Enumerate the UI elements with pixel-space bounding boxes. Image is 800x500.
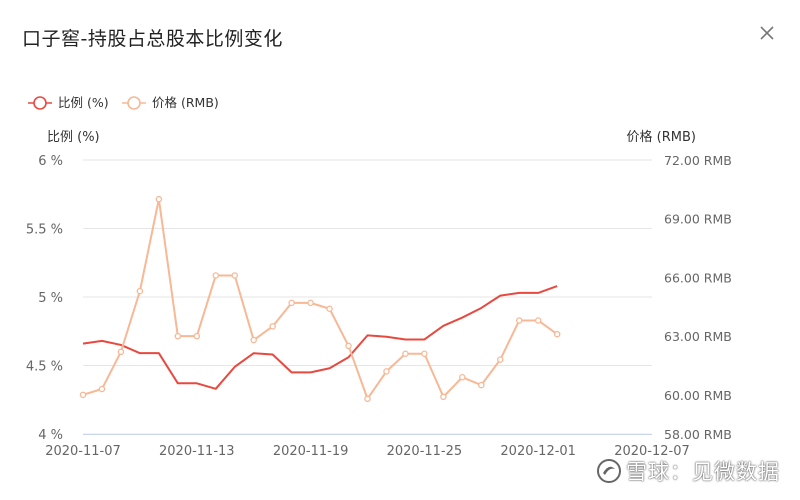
data-point[interactable] [193,332,201,340]
data-point[interactable] [383,368,390,375]
series [79,195,561,403]
grid-lines [83,159,652,435]
data-point[interactable] [155,195,163,203]
data-point[interactable] [421,350,428,358]
legend-label: 比例 (%) [58,95,109,110]
x-tick-label: 2020-11-13 [159,444,235,459]
right-tick-label: 72.00 RMB [664,153,732,168]
data-point[interactable] [364,395,371,403]
watermark-text: 雪球：见微数据 [626,460,780,484]
left-tick-label: 4 % [38,428,63,443]
series-line-1 [82,198,558,400]
legend: 比例 (%) 价格 (RMB) [28,95,219,110]
data-point[interactable] [478,381,485,389]
data-point[interactable] [250,336,257,344]
data-point[interactable] [534,317,542,324]
legend-item-1[interactable]: 价格 (RMB) [122,95,219,110]
data-point[interactable] [136,287,144,295]
x-tick-label: 2020-11-25 [387,444,463,459]
data-point[interactable] [288,299,295,307]
data-point[interactable] [497,356,504,363]
data-point[interactable] [345,342,352,350]
data-point[interactable] [269,323,276,330]
axes: 4 % 4.5 % 5 % 5.5 % 6 % 58.00 RMB 60.00 RMB 63.… [26,129,732,459]
left-tick-label: 5.5 % [26,223,63,238]
data-point[interactable] [212,272,220,279]
right-tick-label: 60.00 RMB [664,388,732,403]
right-tick-label: 63.00 RMB [664,329,732,344]
legend-item-0[interactable]: 比例 (%) [28,95,109,110]
data-point[interactable] [79,391,87,399]
right-axis-title: 价格 (RMB) [627,129,696,145]
snowball-logo-icon [597,459,621,483]
data-point[interactable] [117,348,125,356]
data-point[interactable] [515,317,523,324]
watermark: 雪球：见微数据 [596,456,780,486]
legend-label: 价格 (RMB) [152,95,219,110]
series-line-0 [82,285,558,390]
right-tick-label: 58.00 RMB [664,427,732,442]
close-icon[interactable] [756,22,778,44]
data-point[interactable] [440,393,447,401]
data-point[interactable] [231,272,238,279]
left-axis-title: 比例 (%) [47,130,100,145]
data-point[interactable] [553,330,561,338]
legend-marker-icon [33,96,47,110]
x-tick-label: 2020-11-07 [45,444,121,459]
dialog-title: 口子窖-持股占总股本比例变化 [22,28,283,50]
data-point[interactable] [459,373,466,381]
x-tick-label: 2020-12-01 [500,444,576,459]
left-tick-label: 4.5 % [26,360,63,375]
x-tick-label: 2020-12-07 [614,444,690,459]
left-tick-label: 6 % [38,154,63,169]
left-tick-label: 5 % [38,291,63,306]
right-tick-label: 69.00 RMB [664,212,732,227]
data-point[interactable] [326,305,333,312]
right-tick-label: 66.00 RMB [664,270,732,285]
data-point[interactable] [402,350,409,358]
legend-marker-icon [127,96,141,110]
data-point[interactable] [98,385,106,393]
x-tick-label: 2020-11-19 [273,444,349,459]
data-point[interactable] [174,332,182,340]
data-point[interactable] [307,299,314,307]
